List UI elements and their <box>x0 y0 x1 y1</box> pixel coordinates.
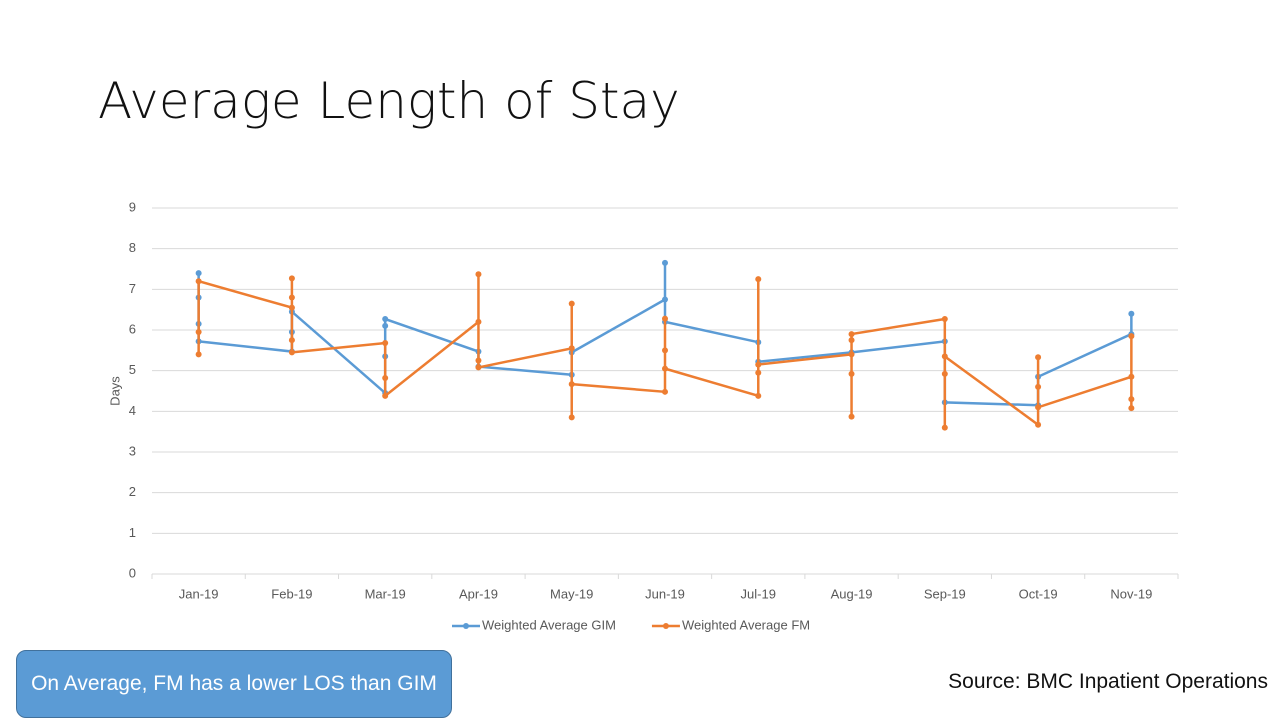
point <box>848 331 855 338</box>
legend-marker <box>662 623 669 629</box>
legend-marker <box>463 623 469 629</box>
y-tick-label: 3 <box>129 443 136 458</box>
y-tick-label: 9 <box>129 199 136 214</box>
point <box>382 392 389 399</box>
x-tick-label: Feb-19 <box>271 586 312 601</box>
point <box>941 316 948 323</box>
point <box>382 374 389 381</box>
point <box>288 294 295 301</box>
point <box>941 424 948 431</box>
x-tick-label: Sep-19 <box>924 586 966 601</box>
y-tick-label: 1 <box>129 525 136 540</box>
point <box>1035 404 1042 411</box>
point <box>195 278 202 285</box>
point <box>848 337 855 344</box>
callout: On Average, FM has a lower LOS than GIM <box>16 650 452 718</box>
point <box>1128 373 1135 380</box>
x-tick-label: Jun-19 <box>645 586 685 601</box>
y-tick-label: 2 <box>129 484 136 499</box>
point <box>475 364 482 371</box>
point <box>941 353 948 360</box>
y-tick-label: 4 <box>129 403 136 418</box>
x-tick-label: Apr-19 <box>459 586 498 601</box>
slide-title: Average Length of Stay <box>98 72 680 130</box>
point <box>288 304 295 311</box>
point <box>1128 310 1135 317</box>
point <box>288 275 295 282</box>
point <box>1128 396 1135 403</box>
point <box>848 351 855 358</box>
legend-label: Weighted Average FM <box>682 617 810 632</box>
y-tick-label: 8 <box>129 240 136 255</box>
point <box>662 347 668 354</box>
x-tick-label: Oct-19 <box>1019 586 1058 601</box>
point <box>568 414 575 421</box>
point <box>755 392 762 399</box>
point <box>1035 421 1042 428</box>
point <box>755 361 762 368</box>
point <box>848 413 855 420</box>
y-tick-label: 0 <box>129 565 136 580</box>
x-tick-label: Jul-19 <box>741 586 776 601</box>
point <box>568 381 575 388</box>
point <box>662 296 668 303</box>
point <box>195 329 202 336</box>
y-tick-label: 5 <box>129 362 136 377</box>
point <box>848 370 855 377</box>
chart: Days 0 1 2 3 4 5 6 7 8 9 Jan-19 Feb-19 Mar-19 Apr-19 M… <box>107 199 1179 632</box>
series-line <box>197 274 1133 428</box>
point <box>382 340 389 347</box>
point <box>1035 354 1042 361</box>
point <box>662 259 668 266</box>
x-tick-label: Jan-19 <box>179 586 219 601</box>
point <box>1128 333 1135 340</box>
point <box>475 271 482 278</box>
point <box>475 357 482 364</box>
x-tick-label: May-19 <box>550 586 593 601</box>
point <box>662 315 668 322</box>
point <box>288 337 295 344</box>
source-note: Source: BMC Inpatient Operations <box>948 670 1268 693</box>
point <box>195 351 202 358</box>
point <box>382 316 389 323</box>
point <box>568 300 575 307</box>
point <box>662 365 668 372</box>
x-tick-label: Aug-19 <box>831 586 873 601</box>
point <box>382 322 389 329</box>
y-tick-label: 6 <box>129 321 136 336</box>
point <box>755 276 762 283</box>
x-tick-label: Nov-19 <box>1110 586 1152 601</box>
y-tick-label: 7 <box>129 281 136 296</box>
point <box>1128 405 1135 412</box>
point <box>755 369 762 376</box>
point <box>1035 383 1042 390</box>
point <box>288 349 295 356</box>
point <box>662 388 668 395</box>
x-tick-label: Mar-19 <box>365 586 406 601</box>
legend-label: Weighted Average GIM <box>482 617 616 632</box>
y-axis-label: Days <box>107 376 122 406</box>
point <box>475 318 482 325</box>
point <box>195 270 202 277</box>
point <box>568 345 575 352</box>
point <box>941 370 948 377</box>
